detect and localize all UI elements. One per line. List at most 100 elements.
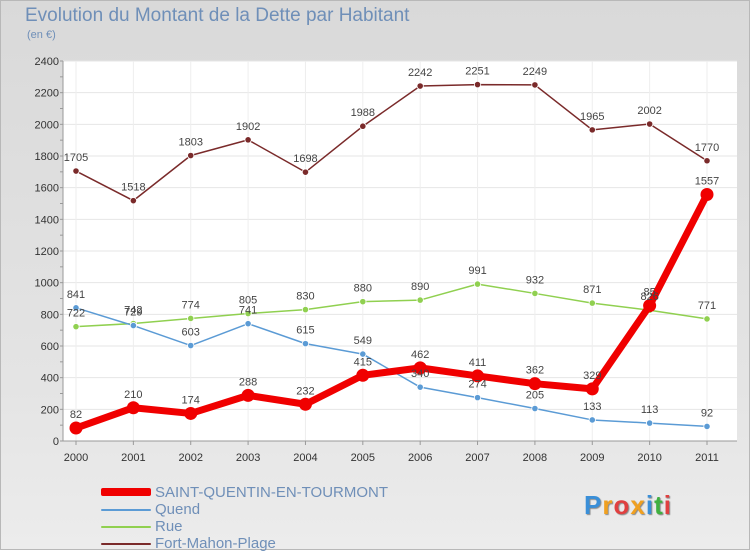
data-label: 729 [124,307,142,319]
y-tick-label: 200 [41,404,59,416]
x-tick-label: 2010 [637,452,661,464]
data-label: 415 [354,356,372,368]
data-label: 288 [239,376,257,388]
x-tick-label: 2005 [351,452,375,464]
data-point [531,289,539,298]
data-label: 722 [67,308,85,320]
legend-label: SAINT-QUENTIN-EN-TOURMONT [155,484,389,501]
data-label: 85 [644,287,656,299]
data-point [129,197,137,205]
data-point [588,416,596,424]
series-layer [69,80,714,435]
data-label: 1803 [178,137,202,149]
data-point [241,388,255,402]
data-point [703,157,711,165]
data-label: 774 [182,299,200,311]
data-point [528,377,542,391]
data-label: 830 [296,291,314,303]
data-label: 2249 [523,66,547,78]
y-tick-label: 1400 [35,214,59,226]
data-point [129,321,137,330]
logo-letter: i [645,490,655,520]
data-label: 603 [182,327,200,339]
data-point [703,315,711,323]
logo-letter: t [654,490,664,520]
x-tick-label: 2002 [178,452,202,464]
y-tick-label: 0 [53,436,59,448]
y-tick-label: 1800 [35,151,59,163]
data-label: 1557 [695,175,719,187]
data-label: 205 [526,390,544,402]
data-label: 113 [641,404,659,416]
data-label: 329 [583,370,601,382]
x-tick-label: 2009 [580,452,604,464]
y-tick-label: 1600 [35,183,59,195]
data-point [471,369,485,383]
data-label: 871 [583,284,601,296]
data-point [585,382,599,396]
data-label: 92 [701,407,713,419]
data-label: 991 [468,265,486,277]
legend-swatch [101,526,151,528]
legend-label: Quend [155,501,201,518]
proxiti-logo: Proxiti [584,490,672,521]
data-point [359,122,367,130]
data-label: 741 [239,305,257,317]
data-label: 1770 [695,142,719,154]
data-point [531,81,539,89]
series-line-3 [75,83,708,202]
x-tick-label: 2000 [64,452,88,464]
data-label: 841 [67,289,85,301]
data-point [298,397,312,411]
data-point [187,314,195,323]
y-tick-label: 2000 [35,119,59,131]
x-tick-label: 2008 [523,452,547,464]
data-label: 1518 [121,182,145,194]
data-point [72,323,80,331]
data-point [187,151,195,160]
chart-title: Evolution du Montant de la Dette par Hab… [25,5,410,26]
data-point [356,368,370,382]
series-line-2 [75,283,708,328]
y-tick-label: 1200 [35,246,59,258]
data-label: 1965 [580,111,604,123]
data-label: 1988 [351,107,375,119]
x-tick-label: 2004 [293,452,317,464]
data-point [72,167,80,175]
data-label: 232 [296,385,314,397]
data-label: 742 [124,305,142,317]
data-label: 2242 [408,67,432,79]
y-tick-label: 800 [41,309,59,321]
axes: 0 200 400 600 800 1000 1200 1400 1600 1800 2000 220… [35,56,737,464]
y-tick-label: 2200 [35,88,59,100]
data-label: 411 [469,357,487,369]
data-point [473,394,482,402]
data-label: 82 [70,409,82,421]
x-tick-label: 2007 [465,452,489,464]
data-point [359,298,367,306]
logo-letter: i [663,490,672,520]
y-tick-label: 2400 [35,56,59,68]
data-label: 549 [354,335,372,347]
data-point [72,304,80,312]
data-point [413,361,427,375]
data-label: 890 [411,281,429,293]
data-label: 2002 [637,105,661,117]
legend-swatch [101,488,151,496]
x-tick-label: 2011 [695,452,719,464]
data-labels: 82 210 174 288 232 415 462 411 362 329 85 1557 841 72… [64,66,719,421]
data-label: 1705 [64,152,88,164]
data-point [359,350,367,358]
legend-swatch [101,543,151,545]
data-point [187,341,195,350]
data-label: 274 [468,379,486,391]
y-tick-label: 1000 [35,278,59,290]
data-label: 880 [354,283,372,295]
data-label: 771 [698,300,716,312]
data-label: 174 [182,394,200,406]
data-label: 362 [526,365,544,377]
logo-letter: P [584,490,603,520]
data-label: 1698 [293,153,317,165]
